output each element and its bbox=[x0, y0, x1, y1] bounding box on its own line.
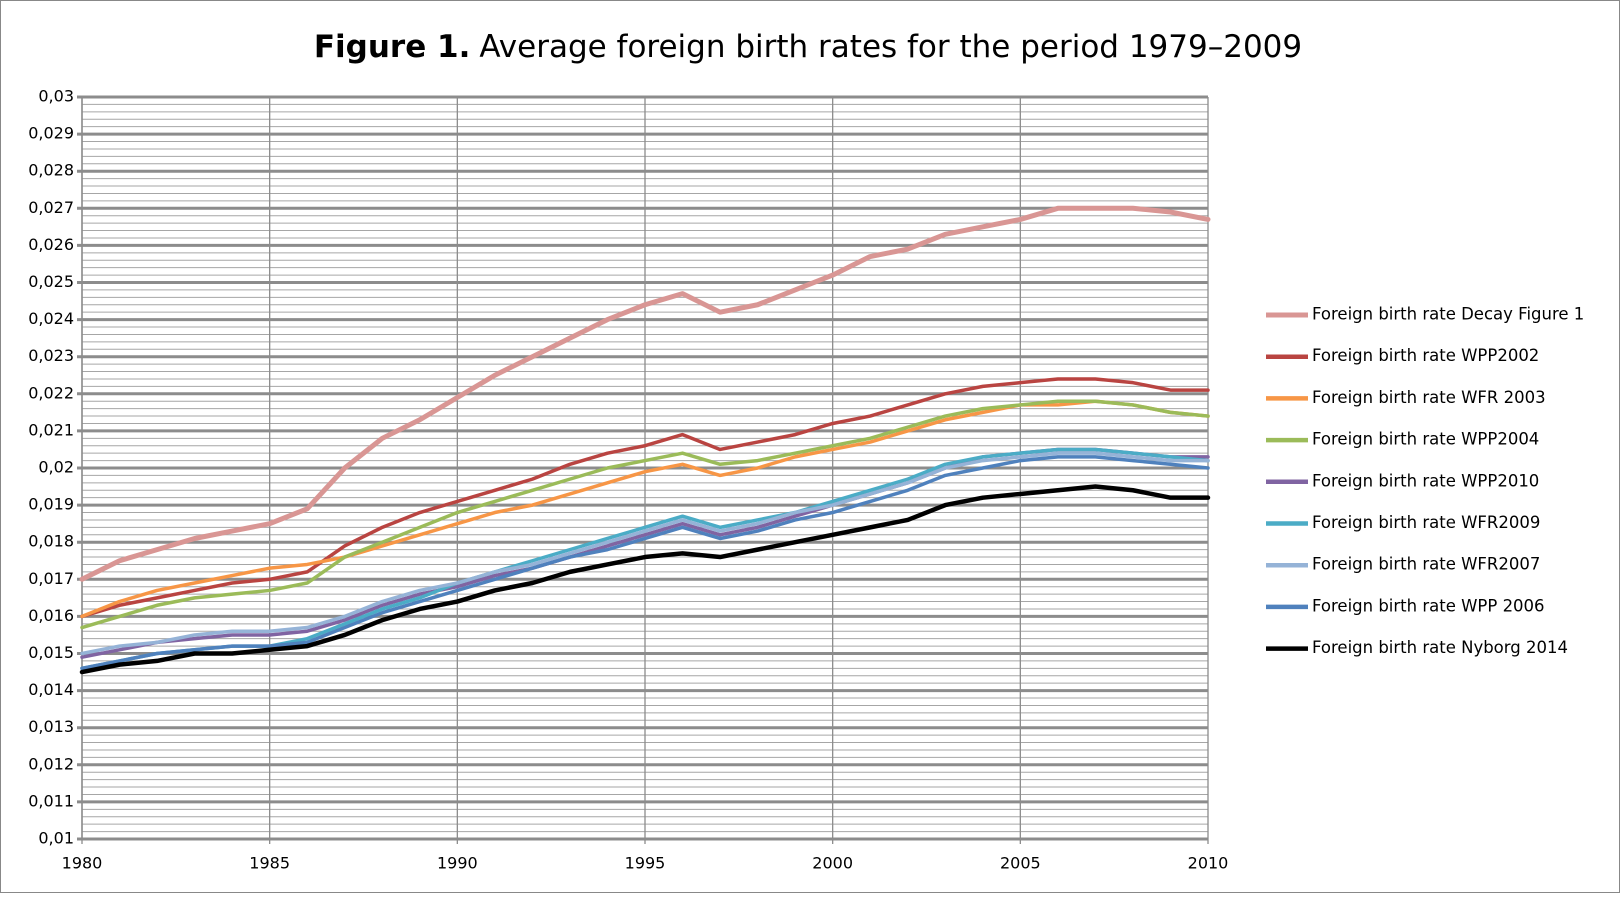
legend-label: Foreign birth rate WFR2007 bbox=[1312, 555, 1540, 574]
y-tick-label: 0,029 bbox=[28, 124, 74, 143]
y-tick-label: 0,022 bbox=[28, 383, 74, 402]
title-text: Average foreign birth rates for the peri… bbox=[479, 29, 1302, 65]
legend-label: Foreign birth rate WFR2009 bbox=[1312, 513, 1540, 532]
y-tick-label: 0,017 bbox=[28, 569, 74, 588]
legend-label: Foreign birth rate WPP2002 bbox=[1312, 346, 1539, 365]
y-tick-label: 0,018 bbox=[28, 532, 74, 551]
x-tick-label: 1985 bbox=[249, 854, 290, 873]
legend-label: Foreign birth rate WPP 2006 bbox=[1312, 596, 1545, 615]
x-tick-label: 1995 bbox=[625, 854, 666, 873]
x-tick-label: 2000 bbox=[812, 854, 853, 873]
axis-labels: 0,01 0,011 0,012 0,013 0,014 0,015 0,016 0,017 0… bbox=[28, 87, 1228, 873]
legend-label: Foreign birth rate Decay Figure 1 bbox=[1312, 305, 1584, 324]
y-tick-label: 0,026 bbox=[28, 235, 74, 254]
y-tick-label: 0,02 bbox=[38, 458, 74, 477]
y-tick-label: 0,028 bbox=[28, 161, 74, 180]
x-tick-label: 2010 bbox=[1188, 854, 1229, 873]
y-tick-label: 0,01 bbox=[38, 829, 74, 848]
y-tick-label: 0,016 bbox=[28, 606, 74, 625]
x-tick-label: 2005 bbox=[1000, 854, 1041, 873]
y-tick-label: 0,027 bbox=[28, 198, 74, 217]
legend-label: Foreign birth rate WPP2010 bbox=[1312, 471, 1539, 490]
legend-label: Foreign birth rate Nyborg 2014 bbox=[1312, 638, 1568, 657]
legend-label: Foreign birth rate WPP2004 bbox=[1312, 430, 1539, 449]
y-tick-label: 0,013 bbox=[28, 717, 74, 736]
y-tick-label: 0,014 bbox=[28, 680, 74, 699]
title-label: Figure 1. bbox=[314, 29, 471, 65]
series-line bbox=[80, 399, 1210, 630]
series-line bbox=[79, 205, 1211, 582]
lines bbox=[79, 205, 1211, 675]
series-line bbox=[80, 455, 1210, 671]
y-tick-label: 0,011 bbox=[28, 791, 74, 810]
y-tick-label: 0,023 bbox=[28, 346, 74, 365]
y-tick-label: 0,021 bbox=[28, 420, 74, 439]
chart-title: Figure 1. Average foreign birth rates for… bbox=[314, 29, 1302, 65]
y-tick-label: 0,025 bbox=[28, 272, 74, 291]
y-tick-label: 0,015 bbox=[28, 643, 74, 662]
x-tick-label: 1990 bbox=[437, 854, 478, 873]
x-tick-label: 1980 bbox=[62, 854, 103, 873]
series-line bbox=[79, 484, 1211, 675]
legend-label: Foreign birth rate WFR 2003 bbox=[1312, 388, 1546, 407]
series-line bbox=[80, 377, 1210, 619]
y-tick-label: 0,03 bbox=[38, 87, 74, 106]
y-tick-label: 0,024 bbox=[28, 309, 74, 328]
y-tick-label: 0,019 bbox=[28, 495, 74, 514]
grid bbox=[77, 95, 1209, 844]
series-line bbox=[80, 451, 1210, 656]
y-tick-label: 0,012 bbox=[28, 754, 74, 773]
legend: Foreign birth rate Decay Figure 1 Foreign… bbox=[1266, 305, 1584, 657]
